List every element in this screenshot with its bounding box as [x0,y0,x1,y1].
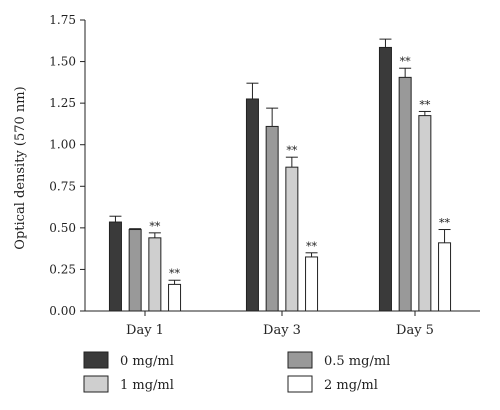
significance-mark: ** [400,55,412,68]
significance-mark: ** [419,98,431,111]
y-tick-label: 1.00 [49,138,76,152]
x-tick-label: Day 5 [396,323,434,338]
legend-swatch [83,351,109,369]
y-tick-label: 1.25 [49,96,76,110]
legend-swatch [287,375,313,393]
bar [418,115,432,312]
bar [265,125,279,312]
bar [128,229,142,312]
legend: 0 mg/ml 0.5 mg/ml 1 mg/ml 2 mg/ml [83,351,390,393]
significance-mark: ** [169,267,181,280]
bar [378,46,392,312]
legend-label: 1 mg/ml [120,378,174,393]
bar [245,98,259,312]
y-axis-label: Optical density (570 nm) [13,86,28,249]
significance-mark: ** [286,144,298,157]
bar [285,166,299,312]
significance-mark: ** [149,220,161,233]
y-axis: 0.00 0.25 0.50 0.75 1.00 1.25 1.50 1.75 [49,13,86,318]
y-tick-label: 0.50 [49,221,76,235]
y-tick-label: 0.75 [49,179,76,193]
bar [168,283,182,312]
x-axis: Day 1 Day 3 Day 5 [85,310,480,338]
y-tick-label: 1.50 [49,55,76,69]
bar [108,221,122,312]
x-tick-label: Day 3 [263,323,301,338]
legend-swatch [83,375,109,393]
legend-swatch [287,351,313,369]
bar [148,237,162,312]
legend-label: 0.5 mg/ml [324,354,390,369]
significance-mark: ** [439,217,451,230]
bars: ** ** ** ** ** ** ** [108,38,452,312]
bar [438,242,452,312]
y-tick-label: 1.75 [49,13,76,27]
significance-mark: ** [306,240,318,253]
legend-label: 0 mg/ml [120,354,174,369]
y-tick-label: 0.25 [49,262,76,276]
y-tick-label: 0.00 [49,304,76,318]
legend-label: 2 mg/ml [324,378,378,393]
x-tick-label: Day 1 [126,323,164,338]
bar [398,76,412,312]
bar [305,256,319,312]
